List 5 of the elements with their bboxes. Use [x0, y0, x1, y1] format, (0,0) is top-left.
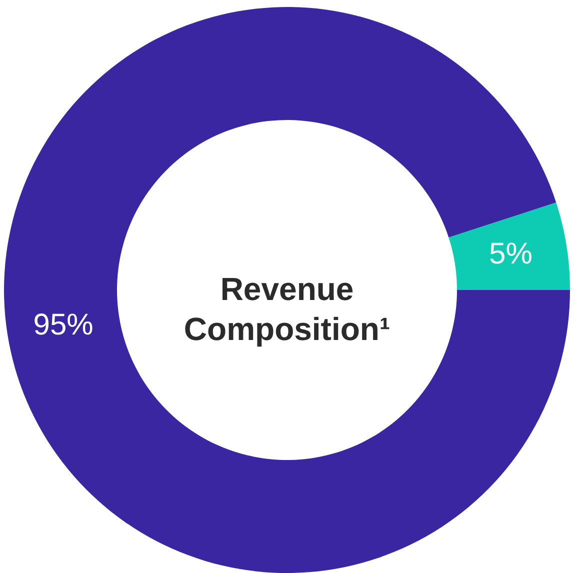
- text: Revenue Composition¹: [184, 271, 390, 347]
- data-label: 95%: [33, 308, 94, 342]
- data-label: 5%: [489, 238, 532, 271]
- donut-slice: [4, 7, 570, 573]
- donut-slice: [448, 202, 570, 290]
